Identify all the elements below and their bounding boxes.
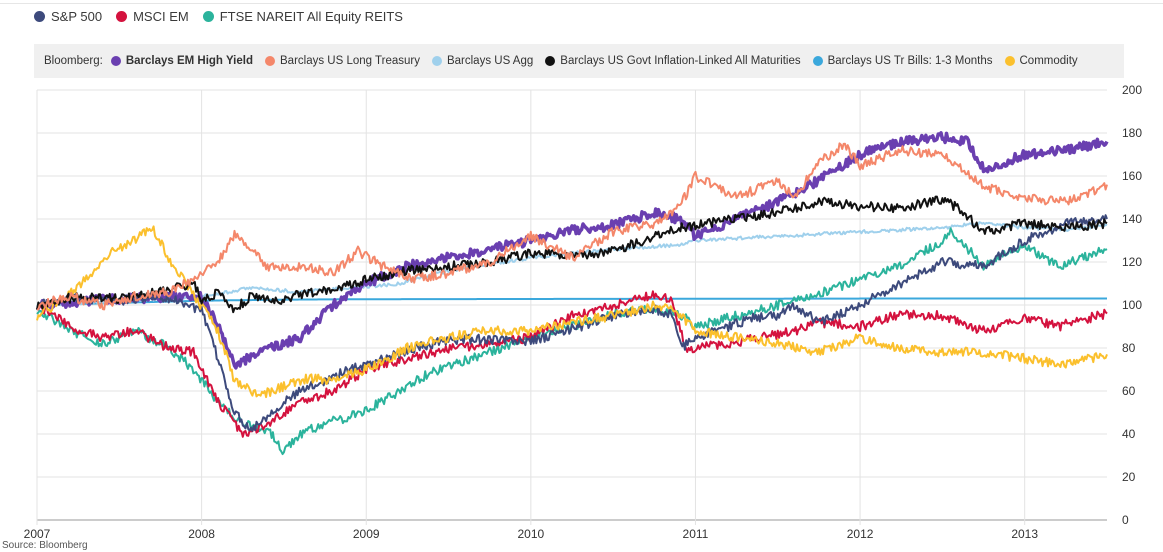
y-tick-label: 80 [1122,341,1136,355]
legend-label: Barclays US Tr Bills: 1-3 Months [827,55,993,67]
legend-item: Commodity [1004,55,1078,67]
y-tick-label: 120 [1122,255,1142,269]
y-tick-label: 140 [1122,212,1142,226]
x-tick-label: 2008 [188,527,215,540]
legend-marker [116,11,128,22]
legend-label: Barclays US Long Treasury [280,55,420,67]
legend-item: Barclays EM High Yield [110,55,253,67]
legend-item: Barclays US Long Treasury [265,55,420,67]
y-tick-label: 60 [1122,384,1136,398]
legend-item: Barclays US Govt Inflation-Linked All Ma… [545,55,801,67]
y-tick-label: 200 [1122,83,1142,97]
legend-label: S&P 500 [51,9,103,24]
series-line-1 [36,290,1108,438]
legend-marker [110,56,121,66]
y-tick-label: 0 [1122,513,1129,527]
bloomberg-legend: Bloomberg: Barclays EM High Yield Barclay… [34,44,1124,78]
x-tick-label: 2011 [683,527,709,540]
series-line-4 [36,142,1108,311]
legend-marker [431,56,442,66]
legend-marker [202,11,214,22]
legend-marker [265,56,275,66]
primary-legend: S&P 500 MSCI EM FTSE NAREIT All Equity REI… [34,9,417,24]
y-tick-label: 180 [1122,126,1142,140]
series-line-3 [35,131,1109,370]
top-rule [0,3,1163,4]
legend-item: S&P 500 [34,9,102,24]
legend-label: Commodity [1019,55,1078,67]
series-line-0 [36,214,1108,432]
legend-item: FTSE NAREIT All Equity REITS [202,9,403,24]
y-tick-label: 40 [1122,427,1136,441]
source-footnote: Source: Bloomberg [2,540,88,551]
x-tick-label: 2009 [353,527,380,540]
legend-marker [1004,56,1015,66]
series-line-7 [37,297,1107,306]
legend-label: Barclays EM High Yield [125,55,253,67]
legend-marker [545,56,556,66]
line-chart: 0 20 40 60 80 100 120 140 160 180 200 2007 2008 2009 2… [24,83,1143,540]
legend-prefix: Bloomberg: [44,55,103,67]
legend-item: Barclays US Tr Bills: 1-3 Months [812,55,993,67]
y-tick-label: 100 [1122,298,1142,312]
legend-label: MSCI EM [133,9,189,24]
x-tick-label: 2007 [24,527,51,540]
legend-item: MSCI EM [116,9,189,24]
y-tick-label: 160 [1122,169,1142,183]
legend-label: FTSE NAREIT All Equity REITS [219,9,403,24]
legend-label: Barclays US Govt Inflation-Linked All Ma… [560,55,801,67]
legend-marker [34,11,45,22]
y-tick-label: 20 [1122,470,1136,484]
x-tick-label: 2012 [847,527,874,540]
x-tick-label: 2010 [517,527,544,540]
x-tick-label: 2013 [1011,527,1038,540]
series-line-8 [36,225,1108,399]
legend-marker [812,56,823,66]
legend-item: Barclays US Agg [431,55,534,67]
legend-label: Barclays US Agg [446,55,534,67]
